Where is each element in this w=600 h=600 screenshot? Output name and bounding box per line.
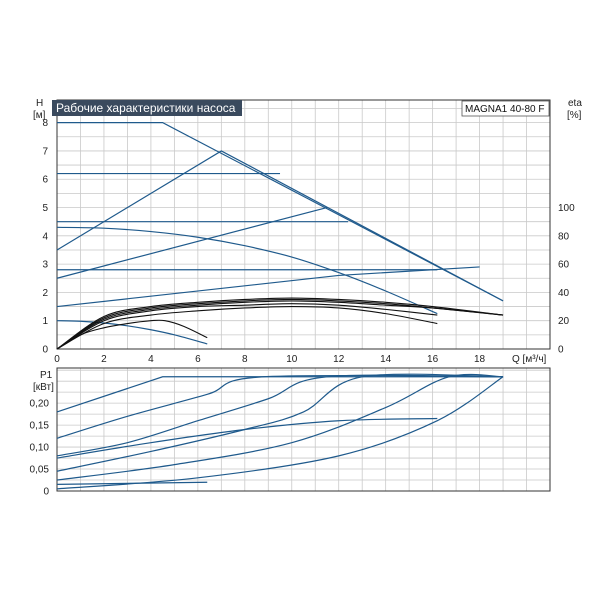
x-tick-label: 0 [54,354,60,365]
head-curve [56,320,208,345]
power-curve [56,374,504,457]
power-axis-unit: [кВт] [33,382,54,393]
efficiency-curve [56,297,504,350]
x-axis-label: Q [м³/ч] [512,354,547,365]
x-tick-label: 16 [427,354,439,365]
power-tick-label: 0,20 [30,399,50,410]
x-tick-label: 18 [474,354,486,365]
y2-tick-label: 60 [558,260,570,271]
y2-tick-label: 80 [558,231,570,242]
power-chart-ticks: 0 0,05 0,10 0,15 0,20 [30,399,50,498]
head-curve [56,266,480,308]
y-tick-label: 2 [42,288,48,299]
chart-title-box [52,100,242,116]
y-axis-label: H [36,98,43,109]
power-curve [56,481,208,486]
x-tick-label: 4 [148,354,154,365]
head-curve [56,206,328,279]
chart-title: Рабочие характеристики насоса [56,101,236,115]
y2-axis-unit: [%] [567,110,582,121]
y-tick-label: 4 [42,231,48,242]
head-chart-curves [56,122,504,350]
head-curve [56,150,504,302]
power-axis-label: P1 [40,370,53,381]
y2-tick-label: 20 [558,316,570,327]
y-tick-label: 8 [42,118,48,129]
y2-tick-label: 0 [558,345,564,356]
y-axis-unit: [м] [33,110,46,121]
y2-axis-label: eta [568,98,582,109]
power-curve [56,374,504,439]
x-tick-label: 2 [101,354,107,365]
model-box [461,100,550,117]
power-curve [56,373,504,481]
x-tick-label: 8 [242,354,248,365]
power-tick-label: 0,10 [30,443,50,454]
x-tick-label: 6 [195,354,201,365]
y2-tick-label: 40 [558,288,570,299]
power-tick-label: 0,05 [30,465,50,476]
y-tick-label: 1 [42,316,48,327]
power-curve [56,373,504,472]
y-tick-label: 0 [42,345,48,356]
y-tick-label: 5 [42,203,48,214]
power-tick-label: 0 [43,487,49,498]
x-tick-label: 12 [333,354,345,365]
x-tick-label: 14 [380,354,392,365]
y-tick-label: 7 [42,146,48,157]
efficiency-curve [56,306,438,350]
power-chart-curves [56,373,504,490]
power-chart-frame [56,367,551,492]
head-chart-frame [56,99,551,350]
power-tick-label: 0,15 [30,421,50,432]
model-label: MAGNA1 40-80 F [465,104,544,115]
power-chart-grid [57,368,550,491]
power-curve [56,417,438,459]
y-tick-label: 3 [42,260,48,271]
head-curve [56,226,438,315]
efficiency-curve [56,298,504,350]
efficiency-curve [56,303,438,350]
x-tick-label: 10 [286,354,298,365]
y-tick-label: 6 [42,175,48,186]
y2-tick-label: 100 [558,203,575,214]
head-curve [57,122,504,302]
power-curve [56,376,504,413]
